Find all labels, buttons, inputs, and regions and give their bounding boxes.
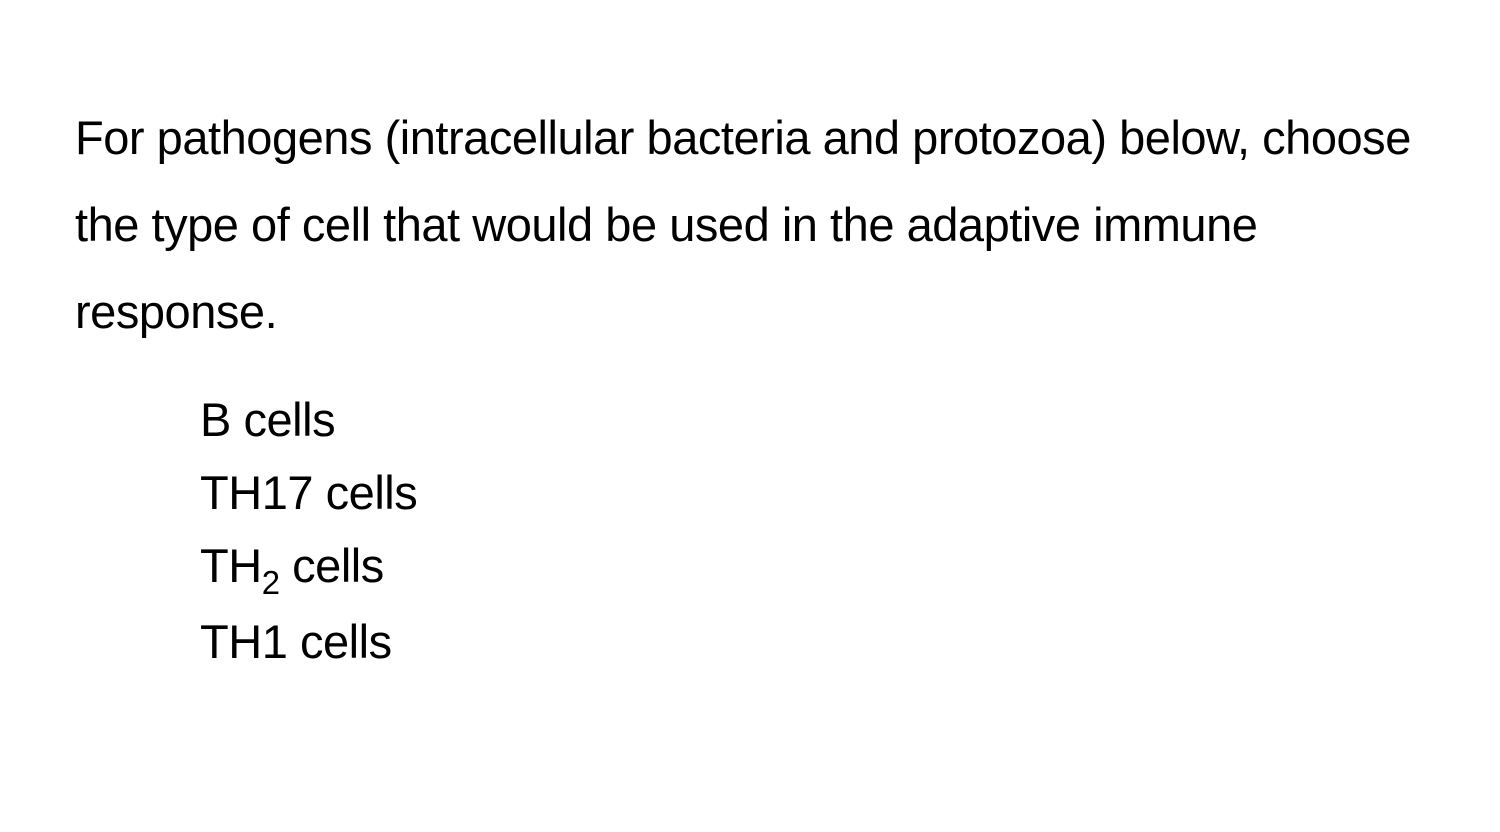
option-th2-prefix: TH	[200, 539, 262, 592]
option-th2-suffix: cells	[280, 539, 384, 592]
option-th2-subscript: 2	[262, 564, 280, 601]
option-th1-cells: TH1 cells	[200, 606, 1425, 679]
option-th17-cells: TH17 cells	[200, 457, 1425, 530]
option-b-cells: B cells	[200, 384, 1425, 457]
question-prompt: For pathogens (intracellular bacteria an…	[75, 95, 1425, 356]
answer-options-list: B cells TH17 cells TH2 cells TH1 cells	[75, 384, 1425, 679]
option-th2-cells: TH2 cells	[200, 530, 1425, 606]
